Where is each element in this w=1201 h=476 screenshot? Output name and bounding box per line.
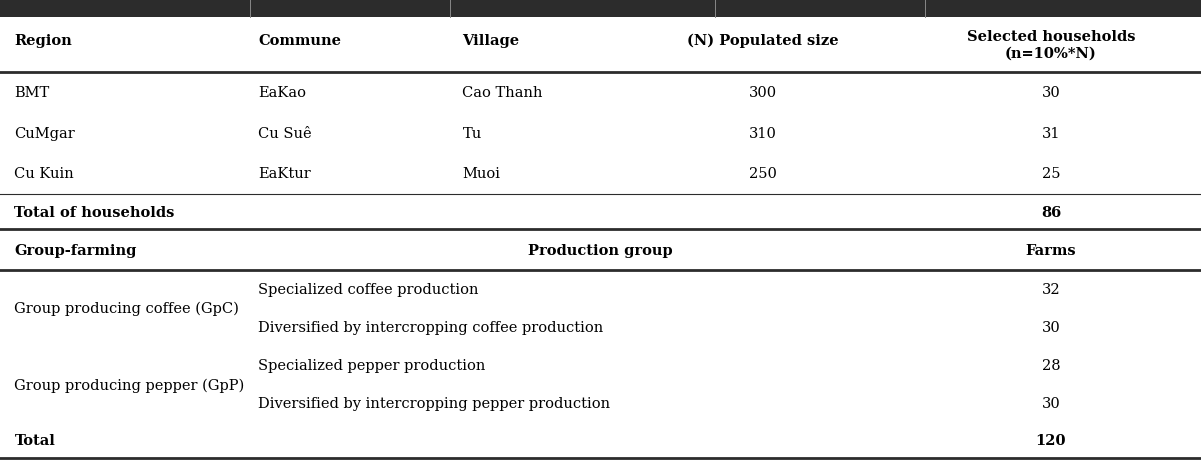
- Text: Tu: Tu: [462, 127, 482, 140]
- Text: BMT: BMT: [14, 86, 49, 100]
- Text: Farms: Farms: [1026, 243, 1076, 257]
- Text: 30: 30: [1041, 86, 1060, 100]
- Text: Village: Village: [462, 34, 520, 48]
- Text: EaKtur: EaKtur: [258, 167, 311, 181]
- Text: 120: 120: [1035, 434, 1066, 447]
- Text: Total: Total: [14, 434, 55, 447]
- Text: 300: 300: [748, 86, 777, 100]
- Text: Commune: Commune: [258, 34, 341, 48]
- Text: CuMgar: CuMgar: [14, 127, 76, 140]
- Text: Region: Region: [14, 34, 72, 48]
- Text: 250: 250: [748, 167, 777, 181]
- Text: Total of households: Total of households: [14, 205, 175, 219]
- Text: EaKao: EaKao: [258, 86, 306, 100]
- Text: Group-farming: Group-farming: [14, 243, 137, 257]
- Text: 86: 86: [1041, 205, 1060, 219]
- Text: 30: 30: [1041, 320, 1060, 335]
- Text: Specialized coffee production: Specialized coffee production: [258, 282, 479, 297]
- Text: Selected households
(n=10%*N): Selected households (n=10%*N): [967, 30, 1135, 60]
- Text: 28: 28: [1041, 358, 1060, 373]
- Bar: [0, 0, 1201, 18]
- Text: Group producing coffee (GpC): Group producing coffee (GpC): [14, 301, 239, 316]
- Text: Production group: Production group: [528, 243, 673, 257]
- Text: Cao Thanh: Cao Thanh: [462, 86, 543, 100]
- Text: 25: 25: [1041, 167, 1060, 181]
- Text: 32: 32: [1041, 282, 1060, 297]
- Text: 31: 31: [1041, 127, 1060, 140]
- Text: Group producing pepper (GpP): Group producing pepper (GpP): [14, 377, 245, 392]
- Text: 30: 30: [1041, 397, 1060, 411]
- Text: Muoi: Muoi: [462, 167, 501, 181]
- Text: Specialized pepper production: Specialized pepper production: [258, 358, 485, 373]
- Text: Diversified by intercropping coffee production: Diversified by intercropping coffee prod…: [258, 320, 603, 335]
- Text: (N) Populated size: (N) Populated size: [687, 33, 838, 48]
- Text: 310: 310: [748, 127, 777, 140]
- Text: Diversified by intercropping pepper production: Diversified by intercropping pepper prod…: [258, 397, 610, 411]
- Text: Cu Kuin: Cu Kuin: [14, 167, 74, 181]
- Text: Cu Suê: Cu Suê: [258, 127, 312, 140]
